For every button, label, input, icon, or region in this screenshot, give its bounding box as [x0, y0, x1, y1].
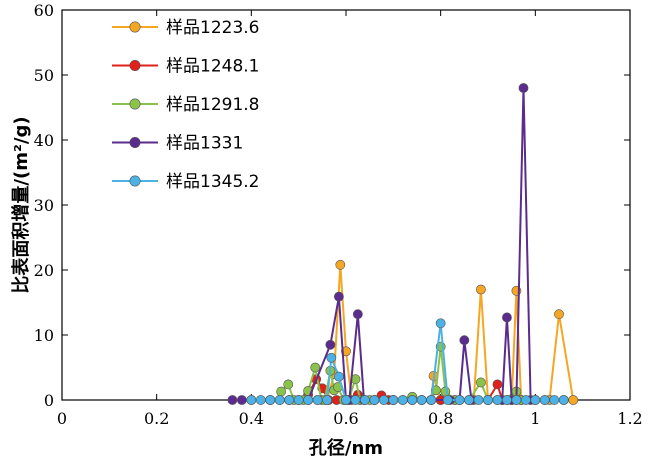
data-point [530, 395, 541, 405]
y-tick-label: 20 [34, 261, 54, 280]
data-point [475, 377, 486, 388]
data-point [326, 352, 337, 363]
data-point [492, 395, 503, 405]
data-point [369, 395, 380, 405]
data-point [520, 395, 531, 405]
data-point [335, 259, 346, 270]
legend-label: 样品1223.6 [166, 18, 259, 38]
data-point [454, 395, 465, 405]
data-point [341, 395, 351, 405]
x-axis-title: 孔径/nm [309, 437, 383, 459]
data-point [483, 395, 493, 405]
data-point [284, 395, 295, 405]
data-point [360, 395, 370, 405]
x-tick-label: 0.8 [428, 409, 453, 428]
data-point [312, 395, 323, 405]
data-point [265, 395, 276, 405]
data-point [435, 318, 446, 329]
data-point [502, 395, 512, 405]
data-point [352, 309, 363, 320]
data-point [459, 335, 470, 346]
data-point [440, 386, 451, 397]
data-point [473, 395, 484, 405]
y-tick-label: 50 [34, 66, 54, 85]
data-point [310, 362, 321, 373]
data-point [255, 395, 266, 405]
series-5 [246, 318, 569, 405]
data-point [333, 371, 344, 382]
legend-marker [129, 21, 141, 33]
x-tick-label: 0.6 [333, 409, 358, 428]
data-point [276, 386, 287, 397]
legend-label: 样品1291.8 [166, 95, 259, 115]
data-point [492, 379, 503, 390]
x-tick-label: 1 [530, 409, 540, 428]
legend-label: 样品1248.1 [166, 57, 259, 77]
legend-marker [129, 175, 141, 187]
data-point [464, 395, 474, 405]
legend-entry: 样品1331 [112, 134, 243, 154]
data-point [333, 291, 344, 302]
data-point [407, 395, 418, 405]
legend: 样品1223.6 样品1248.1 样品1291.8 样品1331 样品1345.2 [112, 18, 259, 192]
legend-entry: 样品1345.2 [112, 172, 259, 192]
y-tick-label: 40 [34, 131, 54, 150]
data-point [283, 379, 294, 390]
data-point [442, 395, 453, 405]
data-point [227, 395, 238, 405]
data-point [388, 395, 399, 405]
legend-entry: 样品1248.1 [112, 57, 259, 77]
legend-label: 样品1345.2 [166, 172, 259, 192]
legend-marker [129, 59, 141, 71]
data-point [426, 395, 437, 405]
x-tick-label: 1.2 [617, 409, 642, 428]
legend-entry: 样品1291.8 [112, 95, 259, 115]
data-point [350, 395, 361, 405]
data-point [274, 395, 285, 405]
legend-marker [129, 137, 141, 149]
data-point [303, 395, 314, 405]
series-layer [227, 83, 579, 405]
y-axis-title: 比表面积增量/(m²/g) [10, 116, 32, 293]
x-tick-label: 0.4 [239, 409, 264, 428]
data-point [549, 395, 560, 405]
data-point [502, 312, 512, 323]
series-4 [227, 83, 569, 405]
data-point [554, 309, 564, 320]
legend-entry: 样品1223.6 [112, 18, 259, 38]
data-point [236, 395, 247, 405]
y-tick-label: 60 [34, 1, 54, 20]
y-tick-label: 0 [44, 391, 54, 410]
data-point [246, 395, 257, 405]
data-point [558, 395, 569, 405]
data-point [475, 284, 486, 295]
data-point [397, 395, 408, 405]
y-tick-label: 30 [34, 196, 54, 215]
data-point [539, 395, 550, 405]
data-point [322, 395, 332, 405]
x-tick-label: 0 [57, 409, 67, 428]
data-point [511, 395, 522, 405]
data-point [325, 339, 336, 350]
data-point [416, 395, 427, 405]
data-point [568, 395, 579, 405]
legend-marker [129, 98, 141, 110]
data-point [378, 395, 389, 405]
x-tick-label: 0.2 [144, 409, 169, 428]
data-point [293, 395, 304, 405]
legend-label: 样品1331 [166, 134, 243, 154]
y-tick-label: 10 [34, 326, 54, 345]
data-point [518, 83, 529, 93]
axes: 0 0.2 0.4 0.6 0.8 1 1.2 0 10 20 30 40 50 60 [34, 1, 643, 428]
